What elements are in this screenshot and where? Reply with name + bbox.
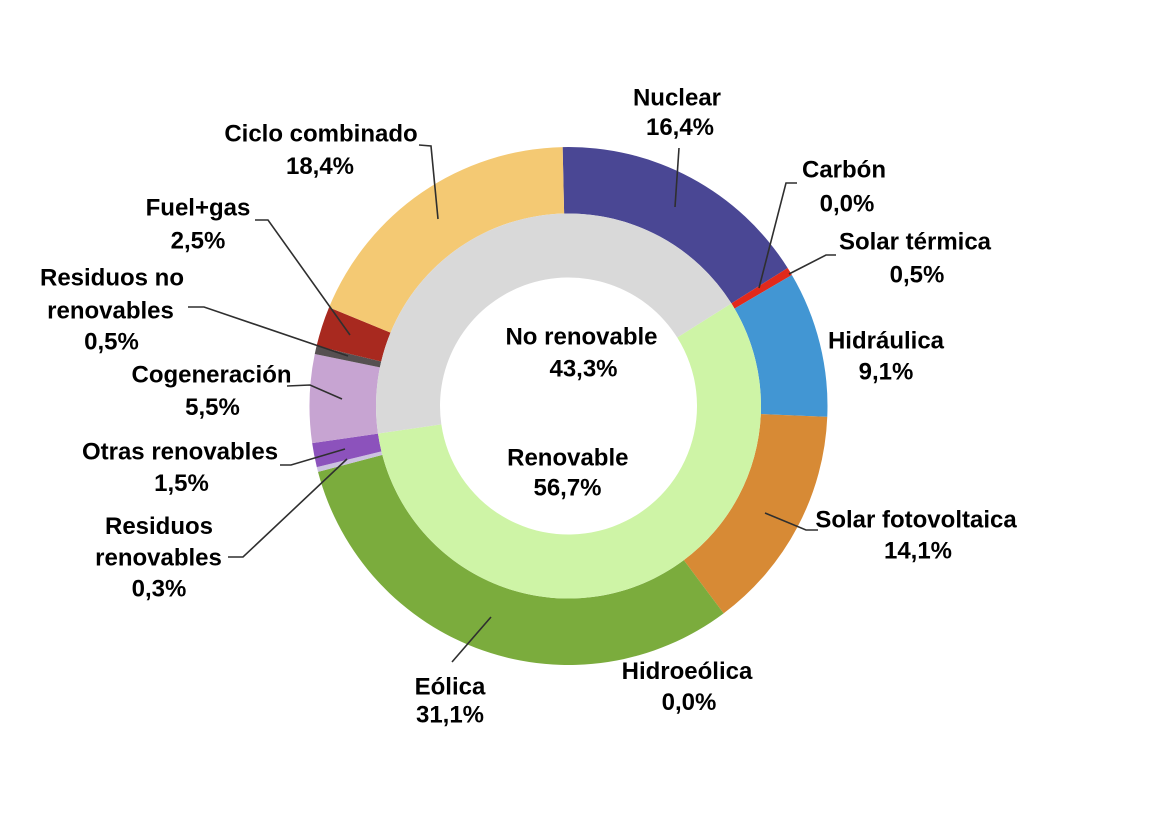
svg-text:56,7%: 56,7% [533, 474, 601, 501]
svg-text:0,5%: 0,5% [84, 328, 139, 355]
svg-text:0,0%: 0,0% [662, 689, 717, 716]
svg-text:31,1%: 31,1% [416, 701, 484, 728]
svg-text:Carbón: Carbón [802, 156, 886, 183]
svg-text:No renovable: No renovable [505, 323, 657, 350]
svg-text:14,1%: 14,1% [884, 537, 952, 564]
svg-text:Fuel+gas: Fuel+gas [146, 194, 251, 221]
svg-text:renovables: renovables [47, 297, 174, 324]
svg-text:Nuclear: Nuclear [633, 84, 721, 111]
svg-text:18,4%: 18,4% [286, 153, 354, 180]
svg-text:9,1%: 9,1% [859, 358, 914, 385]
svg-text:Hidroeólica: Hidroeólica [622, 658, 753, 685]
svg-text:Eólica: Eólica [415, 673, 486, 700]
svg-text:Hidráulica: Hidráulica [828, 327, 945, 354]
svg-text:Renovable: Renovable [507, 444, 628, 471]
svg-text:Solar térmica: Solar térmica [839, 228, 992, 255]
svg-text:1,5%: 1,5% [154, 470, 209, 497]
svg-text:renovables: renovables [95, 544, 222, 571]
svg-text:16,4%: 16,4% [646, 114, 714, 141]
svg-text:Solar fotovoltaica: Solar fotovoltaica [815, 506, 1017, 533]
svg-text:Cogeneración: Cogeneración [131, 361, 291, 388]
svg-text:5,5%: 5,5% [185, 394, 240, 421]
svg-text:0,5%: 0,5% [890, 261, 945, 288]
svg-text:Otras renovables: Otras renovables [82, 438, 278, 465]
svg-text:0,3%: 0,3% [132, 575, 187, 602]
svg-text:0,0%: 0,0% [820, 190, 875, 217]
svg-text:Residuos no: Residuos no [40, 264, 184, 291]
svg-text:Residuos: Residuos [105, 513, 213, 540]
svg-text:Ciclo combinado: Ciclo combinado [224, 120, 417, 147]
svg-text:43,3%: 43,3% [549, 355, 617, 382]
svg-text:2,5%: 2,5% [171, 227, 226, 254]
